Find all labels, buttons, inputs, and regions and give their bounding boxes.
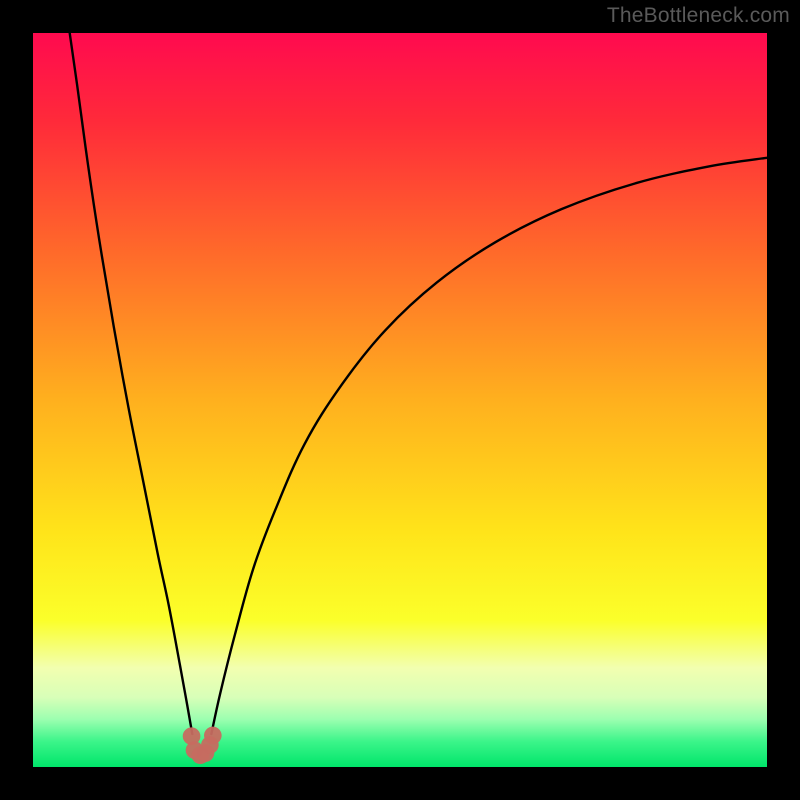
plot-background	[33, 33, 767, 767]
bottleneck-chart	[0, 0, 800, 800]
chart-container: TheBottleneck.com	[0, 0, 800, 800]
watermark-text: TheBottleneck.com	[607, 4, 790, 28]
